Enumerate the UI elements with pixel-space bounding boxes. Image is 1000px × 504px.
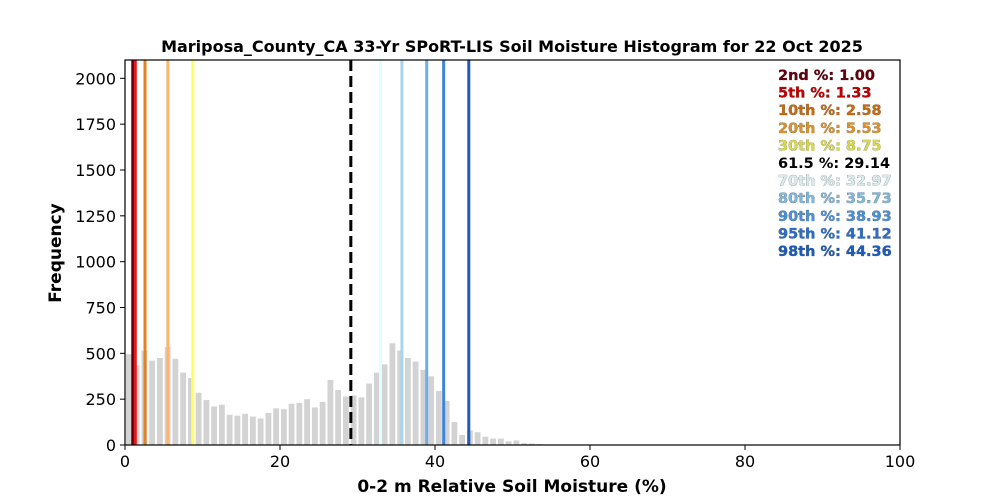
histogram-bar bbox=[350, 395, 357, 445]
histogram-bar bbox=[435, 390, 442, 445]
histogram-bar bbox=[172, 358, 179, 445]
histogram-bar bbox=[288, 403, 295, 445]
histogram-bar bbox=[218, 404, 225, 445]
histogram-bar bbox=[497, 438, 504, 445]
histogram-bar bbox=[443, 401, 450, 445]
histogram-bar bbox=[342, 396, 349, 445]
histogram-bar bbox=[211, 406, 218, 445]
legend-entry: 95th %: 41.12 bbox=[778, 226, 892, 242]
y-tick-label: 1750 bbox=[75, 115, 116, 134]
legend-entry: 20th %: 5.53 bbox=[778, 121, 882, 137]
histogram-bar bbox=[389, 343, 396, 445]
histogram-bar bbox=[459, 434, 466, 445]
histogram-bar bbox=[335, 390, 342, 445]
histogram-bar bbox=[280, 409, 287, 445]
histogram-bar bbox=[242, 413, 249, 445]
x-tick-label: 60 bbox=[580, 452, 600, 471]
histogram-bar bbox=[327, 379, 334, 445]
chart-title: Mariposa_County_CA 33-Yr SPoRT-LIS Soil … bbox=[161, 37, 863, 56]
histogram-bar bbox=[273, 408, 280, 445]
x-tick-label: 100 bbox=[885, 452, 916, 471]
histogram-bar bbox=[156, 357, 163, 445]
legend-entry: 98th %: 44.36 bbox=[778, 244, 892, 260]
x-tick-label: 80 bbox=[735, 452, 755, 471]
histogram-bar bbox=[180, 372, 187, 445]
x-tick-label: 40 bbox=[425, 452, 445, 471]
y-tick-label: 1250 bbox=[75, 207, 116, 226]
histogram-bar bbox=[381, 364, 388, 445]
histogram-bar bbox=[319, 401, 326, 445]
histogram-bar bbox=[373, 372, 380, 445]
histogram-bar bbox=[521, 443, 528, 445]
histogram-bar bbox=[226, 414, 233, 445]
histogram-bar bbox=[428, 376, 435, 445]
legend-entry: 2nd %: 1.00 bbox=[778, 68, 875, 84]
y-tick-label: 1500 bbox=[75, 161, 116, 180]
legend-entry: 10th %: 2.58 bbox=[778, 103, 882, 119]
x-axis-label: 0-2 m Relative Soil Moisture (%) bbox=[357, 477, 666, 497]
histogram-bar bbox=[397, 350, 404, 445]
histogram-bar bbox=[490, 438, 497, 445]
y-tick-label: 500 bbox=[85, 344, 116, 363]
histogram-bar bbox=[420, 369, 427, 445]
histogram-bar bbox=[311, 407, 318, 445]
histogram-bar bbox=[404, 357, 411, 445]
histogram-bar bbox=[474, 432, 481, 445]
x-tick-label: 20 bbox=[270, 452, 290, 471]
histogram-bar bbox=[195, 392, 202, 445]
histogram-bar bbox=[304, 399, 311, 445]
histogram-bar bbox=[513, 440, 520, 445]
histogram-bar bbox=[528, 443, 535, 445]
percentile-lines-layer bbox=[131, 60, 471, 445]
histogram-bar bbox=[149, 360, 156, 445]
legend-entry: 80th %: 35.73 bbox=[778, 191, 892, 207]
histogram-bar bbox=[296, 402, 303, 445]
y-tick-label: 250 bbox=[85, 390, 116, 409]
plot-frame bbox=[124, 59, 901, 446]
histogram-bar bbox=[249, 416, 256, 445]
histogram-bar bbox=[257, 418, 264, 445]
histogram-bar bbox=[358, 397, 365, 445]
y-tick-label: 750 bbox=[85, 299, 116, 318]
y-axis-label: Frequency bbox=[46, 203, 66, 303]
legend-entry: 5th %: 1.33 bbox=[778, 86, 872, 102]
histogram-bar bbox=[265, 412, 272, 445]
y-tick-label: 2000 bbox=[75, 69, 116, 88]
histogram-bar bbox=[187, 378, 194, 445]
histogram-bar bbox=[366, 383, 373, 445]
histogram-bar bbox=[234, 415, 241, 445]
y-tick-label: 0 bbox=[106, 436, 116, 455]
legend-entry: 90th %: 38.93 bbox=[778, 209, 892, 225]
x-axis-ticks: 0 20 40 60 80 100 bbox=[120, 445, 915, 471]
legend-entry: 61.5 %: 29.14 bbox=[778, 156, 890, 172]
histogram-bar bbox=[451, 422, 458, 445]
histogram-bar bbox=[482, 436, 489, 445]
x-tick-label: 0 bbox=[120, 452, 130, 471]
histogram-bar bbox=[412, 361, 419, 445]
legend-entry: 70th %: 32.97 bbox=[778, 174, 892, 190]
y-axis-ticks: 0 250 500 750 1000 1250 1500 1750 2000 bbox=[75, 69, 125, 455]
legend-entry: 30th %: 8.75 bbox=[778, 138, 882, 154]
histogram-bar bbox=[125, 354, 132, 445]
histogram-bar bbox=[203, 400, 210, 445]
y-tick-label: 1000 bbox=[75, 253, 116, 272]
histogram-bar bbox=[505, 441, 512, 445]
bars-layer bbox=[125, 343, 543, 445]
